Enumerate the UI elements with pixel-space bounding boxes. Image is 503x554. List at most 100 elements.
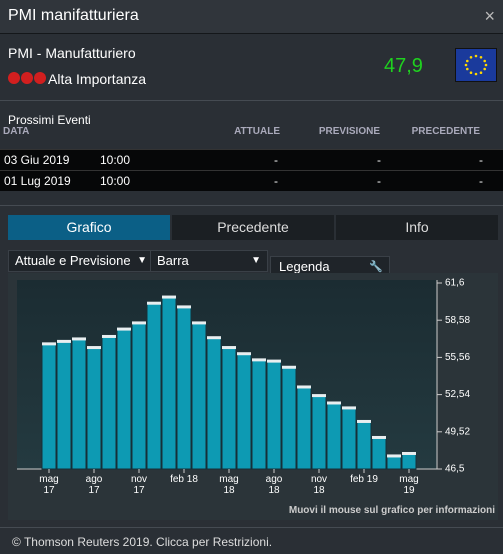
section-title: Prossimi Eventi — [8, 113, 91, 127]
bar — [86, 346, 102, 470]
button-text: Legenda — [279, 259, 330, 274]
x-tick-label: feb 19 — [350, 474, 378, 485]
select-text: Barra — [157, 253, 189, 268]
bar-cap — [42, 342, 56, 346]
cell: 10:00 — [100, 153, 131, 167]
bar — [311, 394, 327, 470]
bar — [71, 337, 87, 470]
separator — [0, 527, 503, 528]
bar-cap — [87, 346, 101, 350]
bar-cap — [72, 337, 86, 341]
separator — [0, 205, 503, 206]
bar — [356, 420, 372, 470]
bar-cap — [387, 454, 401, 458]
importance-dot — [8, 72, 20, 84]
bar — [221, 346, 237, 470]
bar-cap — [177, 305, 191, 309]
bar — [41, 342, 57, 470]
event-name: PMI - Manufatturiero — [8, 45, 136, 61]
column-header: ATTUALE — [234, 126, 280, 137]
x-tick-label: ago 17 — [85, 474, 103, 496]
cell: - — [479, 153, 483, 167]
importance-dot — [21, 72, 33, 84]
bar-cap — [372, 435, 386, 439]
bar — [176, 305, 192, 470]
bar — [131, 321, 147, 470]
bar-cap — [192, 321, 206, 325]
bar — [386, 454, 402, 470]
bar-cap — [267, 359, 281, 363]
bar-cap — [312, 394, 326, 398]
bar — [191, 321, 207, 470]
bar-cap — [402, 451, 416, 455]
column-header: DATA — [3, 126, 30, 137]
tab[interactable]: Precedente — [172, 215, 334, 240]
x-tick-label: ago 18 — [265, 474, 283, 496]
bar — [161, 296, 177, 470]
y-tick-label: 61,6 — [445, 278, 465, 289]
bar-cap — [147, 301, 161, 305]
window-title: PMI manifatturiera — [8, 7, 139, 24]
cell: - — [479, 174, 483, 188]
bar — [296, 385, 312, 470]
bar-cap — [117, 327, 131, 331]
event-row: 01 Lug 2019 10:00 - - - — [0, 170, 503, 191]
cell: - — [274, 153, 278, 167]
tab[interactable]: Grafico — [8, 215, 170, 240]
bar-cap — [282, 365, 296, 369]
bar — [146, 302, 162, 470]
y-tick-label: 58,58 — [445, 315, 470, 326]
bar — [266, 360, 282, 470]
cell: - — [377, 153, 381, 167]
y-tick-label: 52,54 — [445, 389, 470, 400]
event-value: 47,9 — [384, 55, 423, 77]
bar — [281, 366, 297, 470]
cell: - — [377, 174, 381, 188]
y-tick-label: 55,56 — [445, 352, 470, 363]
bar — [206, 336, 222, 470]
bar — [116, 328, 132, 470]
bar-cap — [342, 406, 356, 410]
bar-cap — [357, 419, 371, 423]
bar — [401, 452, 417, 470]
bar-cap — [57, 339, 71, 343]
y-tick-label: 46,5 — [445, 464, 465, 475]
bar-cap — [237, 352, 251, 356]
bar-cap — [297, 385, 311, 389]
bar-cap — [102, 334, 116, 338]
footer[interactable]: © Thomson Reuters 2019. Clicca per Restr… — [12, 535, 273, 549]
eu-flag — [455, 48, 497, 82]
title-bar — [0, 0, 503, 34]
separator — [0, 100, 503, 101]
bar-cap — [252, 358, 266, 362]
bar-cap — [207, 336, 221, 340]
x-tick-label: feb 18 — [170, 474, 198, 485]
x-tick-label: mag 18 — [219, 474, 239, 496]
bar — [56, 340, 72, 470]
tab[interactable]: Info — [336, 215, 498, 240]
bar — [341, 406, 357, 470]
bar — [326, 401, 342, 470]
type-select[interactable]: Barra ▼ — [150, 250, 268, 272]
close-button[interactable]: × — [484, 6, 495, 26]
column-header: PRECEDENTE — [411, 126, 480, 137]
x-tick-label: mag 17 — [39, 474, 59, 496]
column-header: PREVISIONE — [318, 126, 380, 137]
x-tick-label: nov 18 — [310, 474, 328, 496]
cell: 01 Lug 2019 — [4, 174, 71, 188]
bar-cap — [222, 346, 236, 350]
importance-dot — [34, 72, 46, 84]
y-tick-label: 49,52 — [445, 426, 470, 437]
bar-cap — [327, 401, 341, 405]
bar — [251, 358, 267, 470]
cell: 10:00 — [100, 174, 131, 188]
legend-button[interactable]: Legenda 🔧 — [270, 256, 390, 278]
event-row: 03 Giu 2019 10:00 - - - — [0, 149, 503, 170]
tabs: Grafico Precedente Info — [8, 215, 498, 240]
x-tick-label: mag 19 — [399, 474, 419, 496]
cell: - — [274, 174, 278, 188]
series-select[interactable]: Attuale e Previsione ▼ — [8, 250, 154, 272]
bar-cap — [162, 295, 176, 299]
